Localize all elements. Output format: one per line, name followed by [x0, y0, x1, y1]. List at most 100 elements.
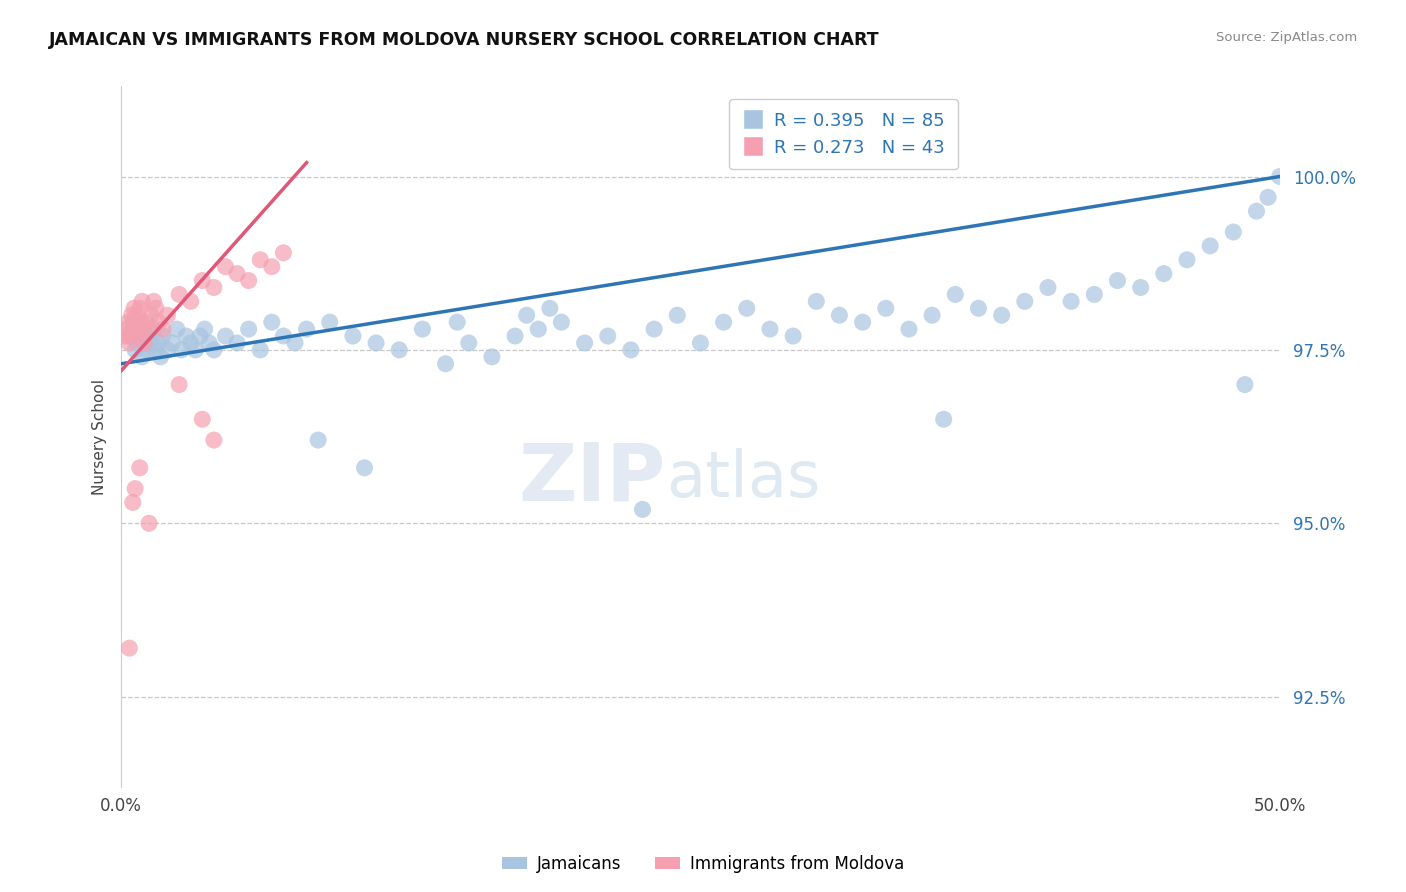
Point [180, 335, 202, 350]
Point [127, 308, 149, 322]
Point [121, 495, 143, 509]
Point [921, 308, 943, 322]
Point [174, 329, 197, 343]
Point [184, 343, 207, 357]
Point [1199, 239, 1222, 253]
Point [759, 322, 782, 336]
Point [446, 315, 468, 329]
Text: Source: ZipAtlas.com: Source: ZipAtlas.com [1216, 31, 1357, 45]
Point [202, 433, 225, 447]
Point [124, 482, 146, 496]
Point [132, 322, 155, 336]
Point [124, 343, 146, 357]
Point [713, 315, 735, 329]
Point [191, 412, 214, 426]
Point [125, 329, 148, 343]
Point [1257, 190, 1279, 204]
Point [1014, 294, 1036, 309]
Point [152, 329, 174, 343]
Point [127, 335, 149, 350]
Point [167, 287, 190, 301]
Point [1060, 294, 1083, 309]
Point [527, 322, 550, 336]
Point [689, 335, 711, 350]
Point [897, 322, 920, 336]
Point [160, 335, 183, 350]
Point [273, 329, 295, 343]
Point [364, 335, 387, 350]
Point [214, 260, 236, 274]
Point [128, 322, 150, 336]
Point [388, 343, 411, 357]
Point [643, 322, 665, 336]
Point [141, 308, 163, 322]
Point [131, 294, 153, 309]
Point [852, 315, 875, 329]
Point [122, 301, 145, 316]
Point [167, 377, 190, 392]
Point [138, 329, 160, 343]
Point [138, 322, 160, 336]
Text: ZIP: ZIP [519, 440, 665, 517]
Point [481, 350, 503, 364]
Point [411, 322, 433, 336]
Point [550, 315, 572, 329]
Point [115, 329, 138, 343]
Point [260, 260, 283, 274]
Point [134, 335, 156, 350]
Point [129, 315, 152, 329]
Point [1153, 267, 1175, 281]
Point [273, 245, 295, 260]
Point [117, 315, 139, 329]
Point [1233, 377, 1256, 392]
Point [735, 301, 758, 316]
Point [574, 335, 596, 350]
Point [666, 308, 689, 322]
Point [142, 322, 165, 336]
Point [135, 343, 157, 357]
Point [1083, 287, 1105, 301]
Point [1268, 169, 1291, 184]
Legend: Jamaicans, Immigrants from Moldova: Jamaicans, Immigrants from Moldova [495, 848, 911, 880]
Point [1107, 274, 1129, 288]
Point [118, 641, 141, 656]
Point [148, 335, 170, 350]
Point [1129, 280, 1152, 294]
Point [932, 412, 955, 426]
Point [118, 335, 141, 350]
Point [1222, 225, 1244, 239]
Point [128, 460, 150, 475]
Point [202, 343, 225, 357]
Point [249, 343, 271, 357]
Point [128, 322, 150, 336]
Text: JAMAICAN VS IMMIGRANTS FROM MOLDOVA NURSERY SCHOOL CORRELATION CHART: JAMAICAN VS IMMIGRANTS FROM MOLDOVA NURS… [49, 31, 880, 49]
Point [806, 294, 828, 309]
Legend: R = 0.395   N = 85, R = 0.273   N = 43: R = 0.395 N = 85, R = 0.273 N = 43 [730, 99, 957, 169]
Point [170, 343, 193, 357]
Point [134, 335, 156, 350]
Point [120, 329, 142, 343]
Point [307, 433, 329, 447]
Point [131, 350, 153, 364]
Point [503, 329, 526, 343]
Point [226, 267, 249, 281]
Point [596, 329, 619, 343]
Point [149, 350, 172, 364]
Point [141, 335, 163, 350]
Point [194, 322, 217, 336]
Point [148, 315, 170, 329]
Point [166, 322, 188, 336]
Point [260, 315, 283, 329]
Point [214, 329, 236, 343]
Point [124, 315, 146, 329]
Point [198, 335, 221, 350]
Point [152, 322, 174, 336]
Point [353, 460, 375, 475]
Point [967, 301, 990, 316]
Point [120, 329, 142, 343]
Point [121, 315, 143, 329]
Point [620, 343, 643, 357]
Point [202, 280, 225, 294]
Point [319, 315, 342, 329]
Text: atlas: atlas [665, 448, 820, 509]
